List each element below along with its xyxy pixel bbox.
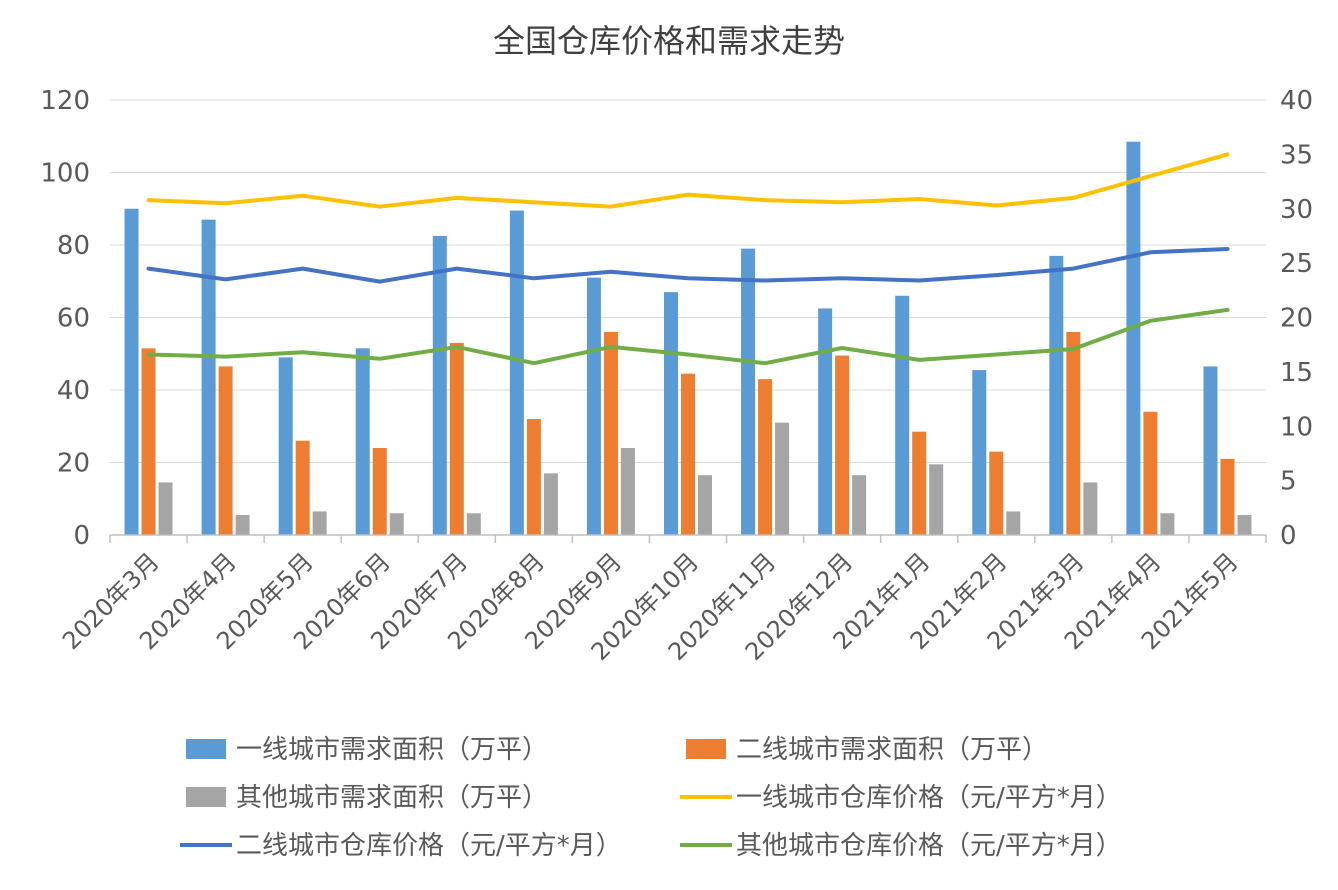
bar bbox=[620, 448, 635, 535]
bar bbox=[912, 431, 927, 535]
legend-swatch bbox=[186, 787, 226, 807]
series-line bbox=[146, 247, 1230, 284]
legend-label: 其他城市需求面积（万平） bbox=[236, 783, 548, 813]
bar bbox=[818, 308, 833, 535]
bar bbox=[698, 475, 712, 535]
bar bbox=[929, 464, 944, 535]
bar bbox=[1143, 411, 1158, 535]
bar bbox=[664, 292, 678, 535]
y-right-tick-label: 35 bbox=[1280, 140, 1313, 170]
bar bbox=[852, 475, 867, 535]
legend-label: 二线城市需求面积（万平） bbox=[736, 735, 1048, 765]
bar bbox=[972, 370, 987, 535]
bar bbox=[1160, 513, 1175, 535]
legend-swatch bbox=[186, 739, 226, 759]
legend-swatch bbox=[686, 739, 726, 759]
bar bbox=[603, 332, 618, 535]
bar bbox=[1049, 255, 1064, 535]
y-right-tick-label: 0 bbox=[1280, 521, 1297, 551]
chart-title: 全国仓库价格和需求走势 bbox=[493, 22, 845, 60]
bar bbox=[466, 513, 481, 535]
bar bbox=[989, 451, 1004, 535]
y-right-tick-label: 20 bbox=[1280, 304, 1313, 334]
y-left-tick-label: 0 bbox=[73, 521, 90, 551]
bar bbox=[141, 348, 156, 535]
bar bbox=[201, 219, 216, 535]
bar bbox=[1066, 332, 1081, 535]
legend: 一线城市需求面积（万平） 二线城市需求面积（万平） 其他城市需求面积（万平） 一线城市… bbox=[180, 735, 1122, 861]
y-right-tick-label: 15 bbox=[1280, 358, 1313, 388]
bar bbox=[295, 440, 310, 535]
bar bbox=[1083, 482, 1098, 535]
bar bbox=[355, 348, 370, 535]
bar bbox=[895, 295, 910, 535]
bar bbox=[1006, 511, 1021, 535]
y-right-tick-label: 40 bbox=[1280, 86, 1313, 116]
bar bbox=[835, 355, 850, 535]
bar bbox=[681, 373, 695, 535]
bar bbox=[1237, 515, 1252, 535]
bar bbox=[543, 473, 558, 535]
bar bbox=[758, 379, 773, 535]
bar bbox=[1220, 458, 1235, 535]
legend-label: 其他城市仓库价格（元/平方*月） bbox=[736, 831, 1122, 861]
bar bbox=[372, 448, 387, 535]
y-left-tick-label: 80 bbox=[57, 231, 90, 261]
y-left-tick-label: 20 bbox=[57, 449, 90, 479]
bar bbox=[509, 210, 524, 535]
bar bbox=[775, 422, 790, 535]
legend-label: 一线城市需求面积（万平） bbox=[236, 735, 548, 765]
bar bbox=[586, 277, 601, 535]
y-right-tick-label: 30 bbox=[1280, 195, 1313, 225]
bar bbox=[389, 513, 404, 535]
bar bbox=[741, 248, 756, 535]
bar bbox=[158, 482, 173, 535]
series-line bbox=[146, 307, 1230, 366]
y-right-tick-label: 10 bbox=[1280, 412, 1313, 442]
y-right-tick-label: 5 bbox=[1280, 467, 1297, 497]
y-right-tick-label: 25 bbox=[1280, 249, 1313, 279]
series-line bbox=[146, 152, 1230, 209]
y-left-tick-label: 100 bbox=[40, 159, 90, 189]
bar bbox=[1203, 366, 1218, 535]
bar bbox=[235, 515, 250, 535]
y-left-tick-label: 120 bbox=[40, 86, 90, 116]
bar bbox=[218, 366, 233, 535]
legend-label: 二线城市仓库价格（元/平方*月） bbox=[236, 831, 622, 861]
bars bbox=[124, 141, 1252, 535]
y-left-tick-label: 40 bbox=[57, 376, 90, 406]
bar bbox=[1126, 141, 1141, 535]
bar bbox=[449, 342, 464, 535]
bar bbox=[124, 208, 139, 535]
bar bbox=[526, 419, 541, 535]
bar bbox=[312, 511, 327, 535]
bar bbox=[278, 357, 293, 535]
bar bbox=[432, 235, 447, 535]
legend-label: 一线城市仓库价格（元/平方*月） bbox=[736, 783, 1122, 813]
lines bbox=[146, 152, 1230, 366]
y-left-tick-label: 60 bbox=[57, 304, 90, 334]
